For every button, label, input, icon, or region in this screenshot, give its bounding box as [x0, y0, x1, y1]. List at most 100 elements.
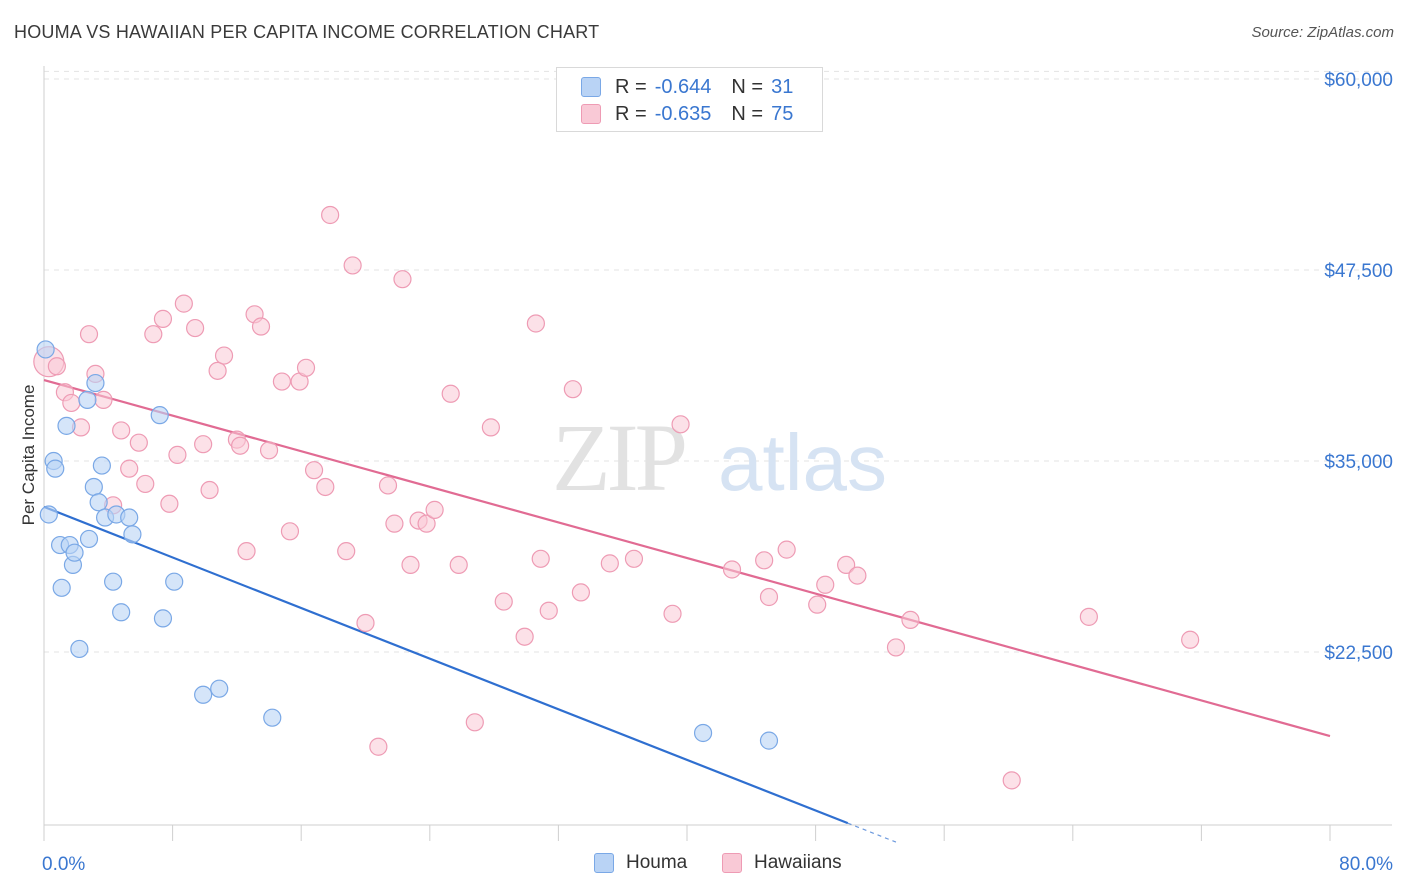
houma-point-5 [52, 578, 71, 597]
grid-lines [44, 70, 1392, 653]
trend-lines [43, 378, 1331, 843]
hawaiians-point-57 [571, 583, 591, 602]
houma-point-18 [104, 572, 123, 591]
houma-trend-line [43, 505, 849, 825]
hawaiians-legend-label: Hawaiians [754, 852, 842, 873]
hawaiians-point-12 [136, 474, 155, 494]
chart-title: HOUMA VS HAWAIIAN PER CAPITA INCOME CORR… [14, 22, 600, 42]
hawaiians-point-49 [465, 713, 484, 732]
stats-legend: R = -0.644 N = 31 R = -0.635 N = 75 [556, 67, 823, 132]
hawaiians-point-32 [296, 358, 316, 377]
houma-point-24 [153, 609, 173, 628]
hawaiians-point-62 [722, 560, 742, 579]
hawaiians-point-73 [1079, 607, 1098, 626]
hawaiians-point-66 [808, 595, 827, 614]
houma-points [36, 340, 779, 750]
hawaiians-point-55 [539, 601, 558, 620]
houma-trend-extension [847, 822, 897, 843]
hawaiians-point-7 [94, 390, 113, 409]
hawaiians-point-59 [624, 549, 644, 568]
hawaiians-point-11 [129, 433, 148, 452]
houma-point-12 [79, 529, 99, 549]
houma-point-26 [194, 685, 213, 704]
hawaiians-point-53 [526, 314, 545, 333]
houma-point-29 [693, 723, 713, 743]
houma-point-28 [263, 708, 282, 727]
bottom-legend-houma: Houma [594, 852, 687, 874]
hawaiians-point-22 [214, 346, 234, 365]
hawaiians-point-30 [280, 522, 300, 541]
hawaiians-point-25 [237, 542, 256, 561]
hawaiians-point-29 [272, 372, 292, 391]
hawaiians-point-28 [259, 441, 279, 460]
houma-point-1 [39, 505, 58, 524]
houma-legend-label: Houma [626, 852, 688, 873]
hawaiians-point-27 [251, 317, 271, 336]
hawaiians-point-19 [194, 435, 213, 454]
hawaiians-point-70 [886, 638, 906, 657]
tick-labels: $22,500 $35,000 $47,500 $60,000 0.0% 80.0% [42, 70, 1393, 875]
houma-point-6 [57, 416, 76, 435]
y-tick-label-3: $60,000 [1324, 70, 1393, 91]
hawaiians-point-64 [759, 587, 779, 607]
houma-point-15 [89, 493, 108, 512]
hawaiians-point-45 [417, 514, 436, 533]
hawaiians-point-35 [321, 205, 340, 225]
y-axis-label: Per Capita Income [19, 385, 38, 526]
hawaiians-point-42 [393, 270, 412, 289]
hawaiians-point-72 [1002, 771, 1021, 790]
hawaiians-swatch [581, 104, 601, 124]
y-tick-label-0: $22,500 [1324, 643, 1393, 664]
houma-point-13 [84, 477, 103, 497]
y-tick-label-2: $47,500 [1324, 261, 1393, 282]
houma-point-11 [78, 390, 97, 409]
houma-r-label: R = [615, 75, 647, 98]
houma-legend-swatch [594, 853, 614, 873]
hawaiians-point-3 [62, 393, 81, 413]
hawaiians-point-9 [112, 421, 131, 440]
houma-point-25 [165, 572, 184, 591]
hawaiians-n-label: N = [731, 102, 764, 125]
hawaiians-point-71 [901, 610, 920, 630]
bottom-legend-hawaiians: Hawaiians [722, 852, 842, 874]
hawaiians-point-13 [144, 325, 163, 344]
houma-swatch [581, 77, 601, 97]
hawaiians-point-50 [481, 418, 500, 437]
houma-point-22 [123, 525, 142, 544]
hawaiians-point-24 [231, 436, 250, 455]
hawaiians-point-48 [449, 555, 468, 575]
hawaiians-point-16 [168, 445, 187, 464]
hawaiians-point-10 [120, 459, 139, 478]
hawaiians-legend-swatch [722, 853, 742, 873]
hawaiians-point-1 [47, 357, 66, 376]
houma-point-16 [92, 456, 111, 475]
houma-point-23 [150, 406, 169, 425]
hawaiians-point-46 [425, 500, 444, 519]
hawaiians-point-33 [304, 461, 324, 480]
source-label: Source: ZipAtlas.com [1251, 24, 1394, 41]
legend-row-hawaiians: R = -0.635 N = 75 [581, 101, 793, 127]
houma-point-20 [112, 603, 131, 622]
hawaiians-point-41 [385, 514, 404, 533]
hawaiians-point-47 [441, 384, 460, 403]
hawaiians-point-20 [200, 480, 219, 500]
watermark-zip: ZIP [552, 404, 685, 511]
hawaiians-point-74 [1181, 630, 1200, 649]
hawaiians-point-39 [369, 737, 388, 756]
y-tick-label-1: $35,000 [1324, 452, 1393, 473]
houma-point-0 [36, 340, 55, 359]
hawaiians-trend-line [43, 378, 1331, 738]
hawaiians-point-43 [401, 555, 420, 575]
houma-point-10 [70, 639, 89, 659]
hawaiians-points [33, 205, 1200, 790]
houma-n-label: N = [731, 75, 764, 98]
houma-point-27 [210, 679, 229, 698]
hawaiians-point-68 [837, 555, 856, 575]
hawaiians-n-value: 75 [771, 102, 794, 125]
hawaiians-point-14 [153, 309, 173, 328]
hawaiians-point-63 [755, 551, 774, 570]
hawaiians-point-67 [816, 575, 835, 594]
x-tick-label-min: 0.0% [42, 854, 85, 875]
legend-row-houma: R = -0.644 N = 31 [581, 74, 793, 100]
